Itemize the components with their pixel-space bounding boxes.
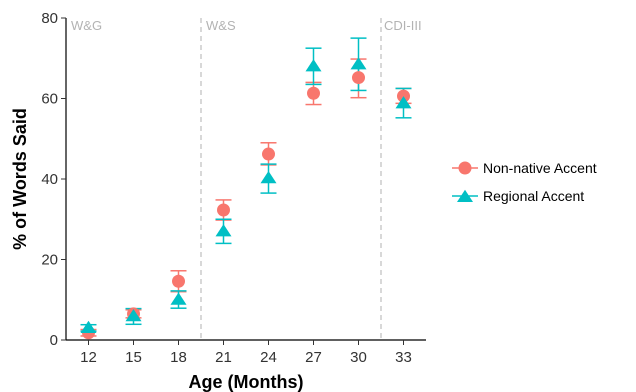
point-non-native: [262, 147, 275, 161]
legend-key-circle-non-native: [458, 161, 472, 175]
x-tick-label: 18: [170, 349, 187, 366]
x-tick-label: 30: [350, 349, 367, 366]
x-axis-title: Age (Months): [189, 372, 304, 392]
point-non-native: [307, 86, 320, 100]
phase-label-wg: W&G: [71, 18, 102, 33]
phase-label-cdi: CDI-III: [384, 18, 422, 33]
data-points: [80, 57, 412, 340]
legend: Non-native Accent Regional Accent: [452, 160, 597, 204]
point-non-native: [352, 71, 365, 85]
point-regional: [170, 292, 187, 305]
legend-label-non-native: Non-native Accent: [483, 160, 597, 176]
x-tick-label: 21: [215, 349, 232, 366]
point-regional: [350, 57, 367, 70]
phase-labels: W&G W&S CDI-III: [71, 18, 422, 33]
y-tick-label: 80: [41, 10, 58, 27]
point-regional: [395, 96, 412, 109]
point-regional: [80, 320, 97, 333]
x-tick-label: 24: [260, 349, 277, 366]
legend-label-regional: Regional Accent: [483, 188, 584, 204]
point-non-native: [217, 203, 230, 217]
point-non-native: [172, 274, 185, 288]
y-axis-title: % of Words Said: [10, 108, 30, 250]
x-tick-label: 15: [125, 349, 142, 366]
y-tick-label: 40: [41, 171, 58, 188]
y-tick-label: 20: [41, 252, 58, 269]
y-tick-label: 0: [50, 332, 58, 349]
x-tick-label: 12: [80, 349, 97, 366]
x-tick-label: 27: [305, 349, 322, 366]
axes: [65, 18, 426, 341]
point-regional: [215, 224, 232, 237]
point-regional: [260, 170, 277, 184]
legend-key-triangle-regional: [457, 189, 473, 203]
point-non-native: [397, 89, 410, 103]
x-ticks: 12 15 18 21 24 27 30 33: [80, 340, 412, 366]
x-tick-label: 33: [395, 349, 412, 366]
point-regional: [305, 59, 322, 72]
phase-label-ws: W&S: [206, 18, 236, 33]
y-tick-label: 60: [41, 91, 58, 108]
y-ticks: 0 20 40 60 80: [41, 10, 66, 349]
point-regional: [125, 309, 142, 322]
